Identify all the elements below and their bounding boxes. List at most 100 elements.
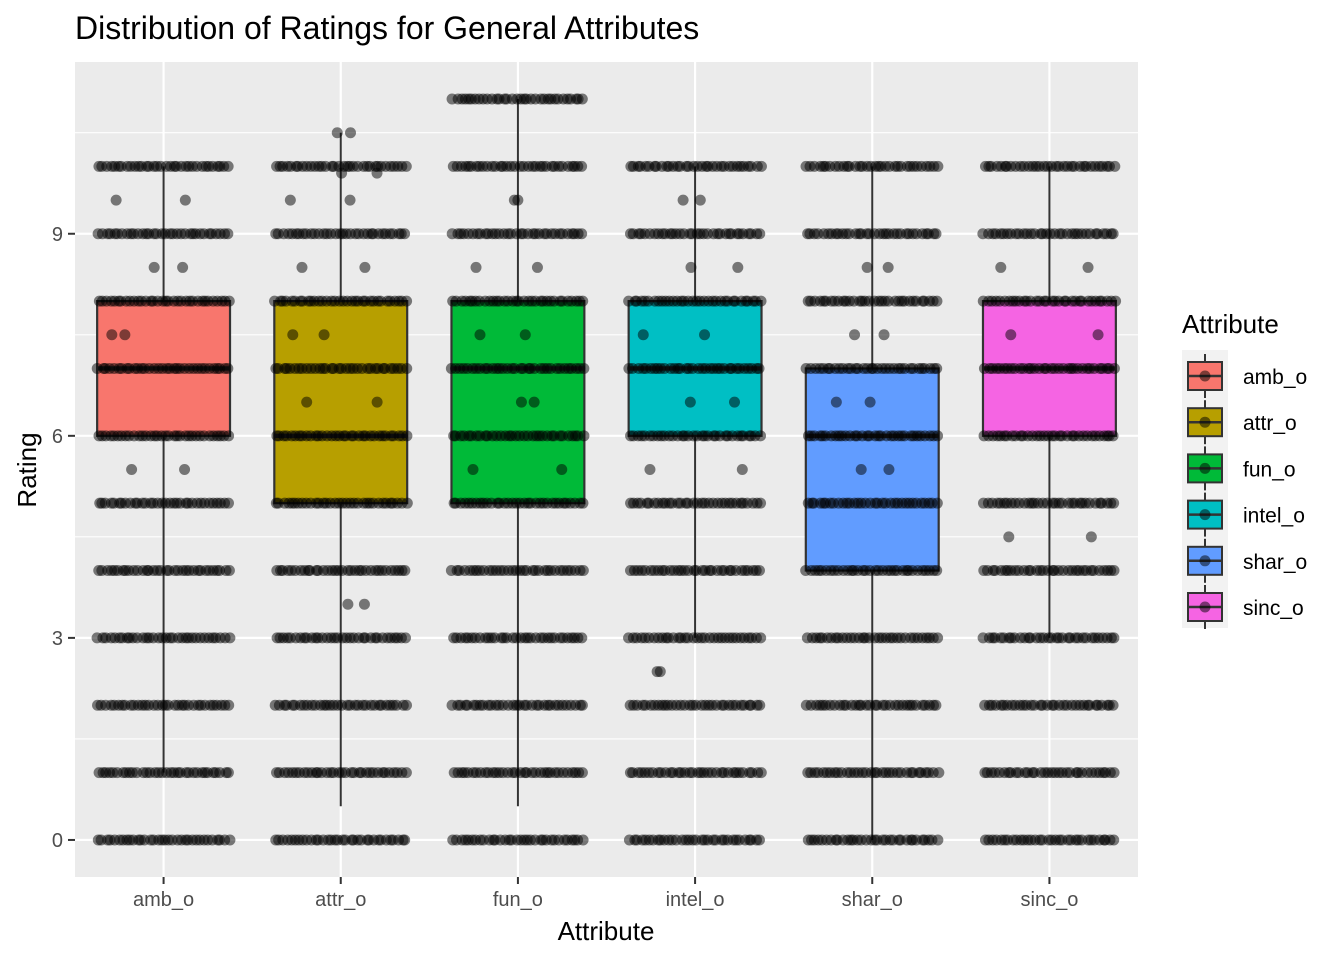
y-tick-label: 9 [52, 224, 63, 246]
legend-label: attr_o [1243, 412, 1297, 435]
data-point [755, 767, 767, 779]
data-point [287, 329, 299, 341]
data-point [753, 834, 765, 846]
data-point [931, 362, 943, 374]
data-point [401, 497, 413, 509]
legend-label: shar_o [1243, 551, 1307, 574]
y-tick-label: 6 [52, 426, 63, 448]
data-point [399, 565, 411, 577]
data-point [1005, 329, 1017, 341]
data-point [223, 565, 235, 577]
legend-item-intel_o: intel_o [1187, 492, 1305, 537]
data-point [644, 464, 656, 475]
data-point [576, 767, 588, 779]
data-point [528, 396, 540, 408]
data-point [755, 160, 767, 172]
data-point [400, 632, 412, 644]
data-point [755, 430, 767, 442]
data-point [515, 396, 527, 408]
data-point [576, 228, 588, 240]
data-point [878, 329, 890, 341]
points-attr_o [269, 127, 413, 846]
data-point [933, 767, 945, 779]
points-intel_o [623, 160, 767, 846]
points-sinc_o [977, 160, 1122, 846]
plot-panel [75, 62, 1138, 877]
data-point [223, 430, 235, 442]
data-point [694, 194, 706, 206]
data-point [1108, 834, 1120, 846]
y-tick-label: 0 [52, 830, 63, 852]
data-point [371, 396, 383, 408]
legend-item-sinc_o: sinc_o [1187, 585, 1304, 629]
data-point [931, 565, 943, 577]
data-point [754, 699, 766, 711]
x-tick-label: attr_o [315, 889, 366, 911]
data-point [995, 261, 1007, 273]
data-point [222, 228, 234, 240]
data-point [883, 464, 895, 475]
data-point [1107, 228, 1119, 240]
data-point [223, 699, 235, 711]
data-point [106, 329, 118, 341]
data-point [331, 127, 343, 139]
data-point [508, 194, 520, 206]
data-point [1109, 160, 1121, 172]
data-point [699, 329, 711, 341]
data-point [401, 430, 413, 442]
data-point [576, 699, 588, 711]
data-point [754, 228, 766, 240]
data-point [577, 834, 589, 846]
data-point [224, 834, 236, 846]
data-point [753, 565, 765, 577]
data-point [1082, 261, 1094, 273]
data-point [222, 767, 234, 779]
data-point [401, 295, 413, 307]
data-point [932, 430, 944, 442]
data-point [637, 329, 649, 341]
data-point [345, 127, 357, 139]
data-point [400, 160, 412, 172]
data-point [577, 565, 589, 577]
data-point [358, 598, 370, 610]
data-point [651, 666, 663, 678]
data-point [179, 194, 191, 206]
data-point [931, 497, 943, 509]
data-point [930, 699, 942, 711]
x-tick-label: sinc_o [1021, 889, 1079, 911]
points-shar_o [800, 160, 945, 846]
data-point [576, 632, 588, 644]
data-point [578, 362, 590, 374]
legend-point [1199, 509, 1211, 521]
data-point [400, 767, 412, 779]
data-point [930, 228, 942, 240]
data-point [318, 329, 330, 341]
data-point [684, 396, 696, 408]
data-point [371, 167, 383, 179]
x-tick-label: amb_o [133, 889, 194, 911]
data-point [126, 464, 138, 475]
data-point [1108, 565, 1120, 577]
legend: Attribute amb_o attr_o fun_o intel_o shar_os… [1182, 309, 1307, 629]
data-point [736, 464, 748, 475]
y-tick-label: 3 [52, 628, 63, 650]
data-point [1108, 497, 1120, 509]
data-point [399, 228, 411, 240]
data-point [1003, 531, 1015, 543]
data-point [519, 329, 531, 341]
legend-item-shar_o: shar_o [1187, 538, 1307, 583]
legend-point [1199, 601, 1211, 613]
data-point [849, 329, 861, 341]
data-point [685, 261, 697, 273]
data-point [932, 632, 944, 644]
data-point [677, 194, 689, 206]
jitter-points [91, 93, 1122, 846]
data-point [301, 396, 313, 408]
legend-item-attr_o: attr_o [1187, 400, 1297, 445]
legend-title: Attribute [1182, 309, 1279, 339]
data-point [224, 632, 236, 644]
data-point [556, 464, 568, 475]
x-tick-label: shar_o [842, 889, 903, 911]
x-tick-label: intel_o [666, 889, 725, 911]
data-point [932, 160, 944, 172]
